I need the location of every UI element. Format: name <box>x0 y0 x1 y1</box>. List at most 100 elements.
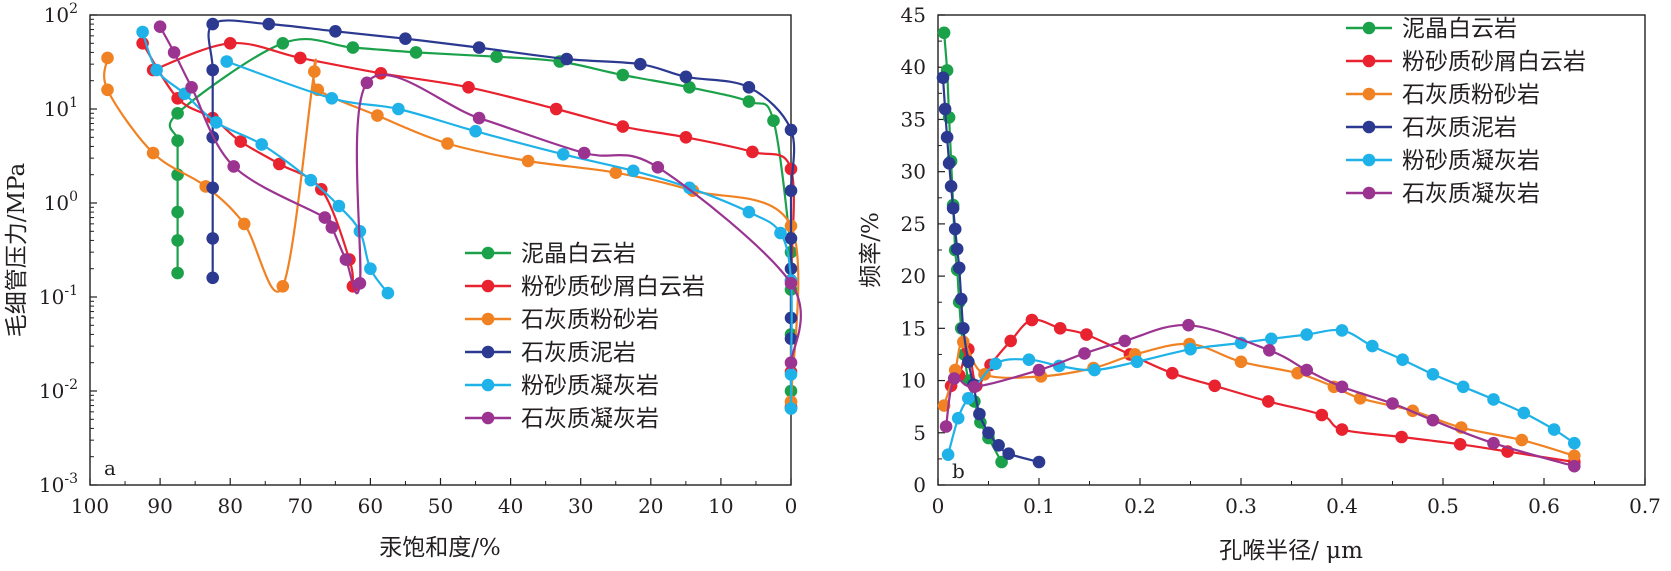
data-point <box>784 162 798 176</box>
data-point <box>329 25 342 38</box>
data-point <box>360 76 374 90</box>
y-tick-base: 10 <box>44 191 69 215</box>
data-point <box>937 26 951 40</box>
series-line <box>947 328 1575 455</box>
data-point <box>276 280 290 293</box>
data-point <box>1208 379 1221 393</box>
legend-marker <box>481 312 495 326</box>
data-point <box>1396 353 1409 367</box>
legend-entry: 泥晶白云岩 <box>1402 16 1517 42</box>
x-tick-label: 0.7 <box>1629 494 1661 518</box>
panel-a-series <box>101 17 802 415</box>
data-point <box>1053 322 1067 335</box>
y-tick-label: 102 <box>44 1 78 27</box>
data-point <box>1487 393 1500 406</box>
legend-entry: 粉砂质砂屑白云岩 <box>521 274 705 300</box>
y-tick-label: 5 <box>913 421 926 445</box>
legend-marker <box>1362 54 1376 68</box>
data-point <box>1335 380 1349 394</box>
data-point <box>784 232 798 245</box>
y-tick-exponent: -2 <box>64 377 78 393</box>
panel-b-series <box>936 26 1581 473</box>
data-point <box>774 226 787 240</box>
y-tick-label: 10 <box>901 369 926 393</box>
panel-a-y-axis-title: 毛细管压力/MPa <box>4 162 30 337</box>
series-6 <box>153 20 802 370</box>
panel-b-x-axis-title: 孔喉半径/ μm <box>1219 538 1363 564</box>
data-point <box>784 368 798 381</box>
x-tick-label: 10 <box>708 494 733 518</box>
y-tick-label: 40 <box>901 55 926 79</box>
y-tick-label: 100 <box>44 189 78 215</box>
data-point <box>1004 334 1017 348</box>
data-point <box>220 55 233 68</box>
x-tick-label: 0 <box>932 494 945 518</box>
data-point <box>1022 353 1036 367</box>
data-point <box>206 63 219 77</box>
data-point <box>399 32 412 45</box>
panel-b-x-tick-labels: 0 0.1 0.2 0.3 0.4 0.5 0.6 0.7 <box>932 494 1661 518</box>
data-point <box>1568 459 1581 473</box>
series-6 <box>939 318 1581 473</box>
data-point <box>947 372 961 385</box>
x-tick-label: 0.3 <box>1225 494 1257 518</box>
data-point <box>784 123 798 137</box>
data-point <box>1547 423 1561 436</box>
data-point <box>374 67 388 80</box>
data-point <box>171 107 184 120</box>
data-point <box>237 217 251 231</box>
data-point <box>472 111 486 125</box>
y-tick-base: 10 <box>39 379 64 403</box>
legend-marker <box>481 378 495 392</box>
x-tick-label: 60 <box>358 494 383 518</box>
x-tick-label: 0.5 <box>1427 494 1459 518</box>
data-point <box>294 51 307 65</box>
data-point <box>276 37 290 50</box>
data-point <box>1182 318 1195 332</box>
series-line <box>141 31 389 294</box>
data-point <box>1080 328 1093 341</box>
data-point <box>946 201 960 215</box>
data-point <box>371 109 384 122</box>
y-tick-label: 10-2 <box>39 377 78 403</box>
data-point <box>973 407 986 421</box>
data-point <box>206 232 219 245</box>
data-point <box>951 411 965 425</box>
data-point <box>609 166 623 179</box>
data-point <box>683 81 696 94</box>
series-2 <box>944 313 1581 469</box>
data-point <box>171 205 184 219</box>
legend-entry: 石灰质粉砂岩 <box>521 307 659 333</box>
legend-marker <box>1362 120 1376 134</box>
data-point <box>992 439 1005 452</box>
data-point <box>392 102 405 116</box>
panel-a-mercury-injection: 100 90 80 70 60 50 40 30 20 10 0 10-310-210-110010… <box>4 1 802 561</box>
data-point <box>1166 366 1179 380</box>
data-point <box>1130 355 1144 369</box>
legend-entry: 粉砂质凝灰岩 <box>1402 148 1540 174</box>
y-tick-exponent: -1 <box>64 283 78 299</box>
data-point <box>325 221 339 234</box>
data-point <box>948 222 962 236</box>
x-tick-label: 40 <box>498 494 523 518</box>
x-tick-label: 90 <box>147 494 172 518</box>
x-tick-label: 70 <box>288 494 313 518</box>
series-line <box>945 324 1575 468</box>
legend-entry: 石灰质泥岩 <box>1402 115 1517 141</box>
data-point <box>1395 430 1408 444</box>
y-tick-label: 15 <box>901 316 926 340</box>
data-point <box>995 455 1008 469</box>
data-point <box>938 102 952 116</box>
y-tick-label: 10-1 <box>39 283 78 309</box>
data-point <box>441 137 454 150</box>
data-point <box>153 20 167 33</box>
data-point <box>1032 363 1046 377</box>
legend-entry: 粉砂质砂屑白云岩 <box>1402 49 1586 75</box>
legend-entry: 粉砂质凝灰岩 <box>521 373 659 399</box>
y-tick-label: 101 <box>44 95 78 121</box>
legend-entry: 石灰质凝灰岩 <box>521 406 659 432</box>
data-point <box>560 52 573 66</box>
panel-b-y-tick-labels: 0 5 10 15 20 25 30 35 40 45 <box>901 3 926 497</box>
data-point <box>742 95 756 108</box>
